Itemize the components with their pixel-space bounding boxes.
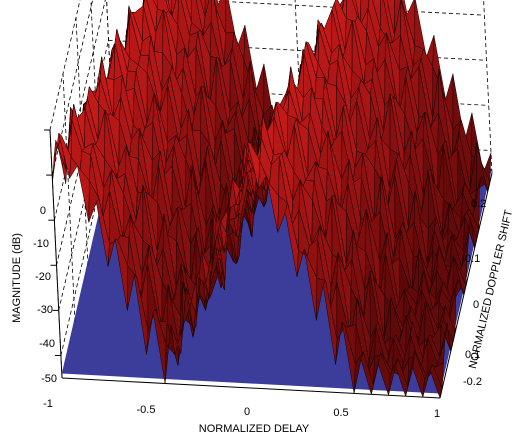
- grid-line: [62, 73, 76, 322]
- y-tick-labels: -0.2 0.1 0 0.1 0.2: [463, 198, 486, 388]
- z-axis-line: [49, 129, 63, 379]
- x-axis-line: [61, 377, 441, 399]
- x-tick-label: 0.5: [333, 407, 348, 419]
- surface-mesh: [52, 0, 492, 399]
- z-tick-label: 0: [40, 205, 46, 217]
- z-tick-labels: 0 -10 -20 -30 -40 -50: [33, 205, 57, 385]
- y-tick-label: 0.1: [465, 253, 480, 265]
- x-tick-label: 0: [244, 406, 250, 418]
- y-tick-label: 0.1: [465, 349, 480, 361]
- grid-line: [90, 0, 102, 210]
- z-axis-title: MAGNITUDE (dB): [11, 233, 23, 323]
- z-tick-label: -30: [37, 304, 53, 316]
- y-tick-label: 0: [473, 299, 479, 311]
- y-tick-label: -0.2: [463, 376, 482, 388]
- z-tick-label: -10: [33, 238, 49, 250]
- x-tick-label: 1: [434, 408, 440, 420]
- y-tick-label: 0.2: [471, 198, 486, 210]
- x-axis-title: NORMALIZED DELAY: [199, 423, 310, 435]
- x-tick-label: -0.5: [137, 404, 156, 416]
- grid-line: [75, 17, 89, 266]
- grid-line: [483, 0, 493, 174]
- x-tick-label: -1: [43, 398, 53, 410]
- axis-lines: [44, 129, 493, 399]
- x-tick-labels: -1 -0.5 0 0.5 1: [43, 398, 440, 420]
- z-tick-label: -20: [35, 271, 51, 283]
- z-tick-label: -50: [41, 373, 57, 385]
- z-tick-label: -40: [39, 338, 55, 350]
- y-axis-line: [439, 172, 493, 399]
